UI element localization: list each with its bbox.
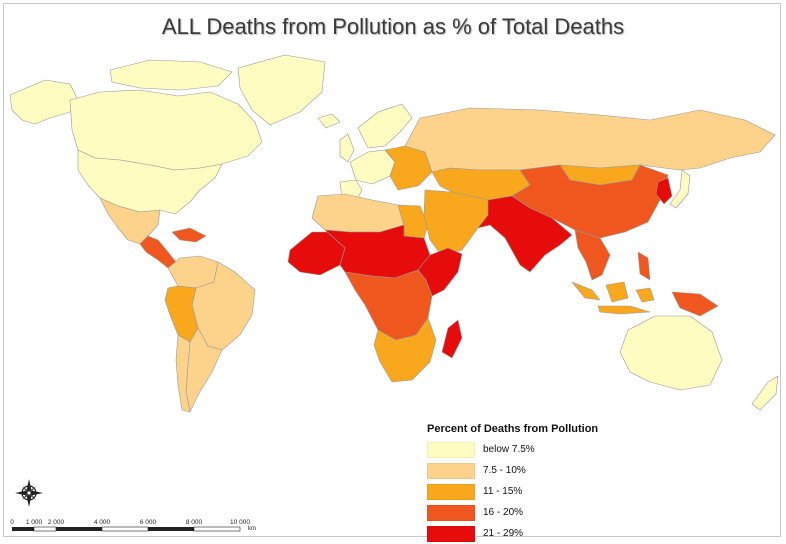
scale-bar: 0 1 000 2 000 4 000 6 000 8 000 10 000 k… xyxy=(10,519,256,532)
legend-item: 21 - 29% xyxy=(427,523,627,544)
legend-swatch xyxy=(427,441,475,458)
legend-label: below 7.5% xyxy=(483,444,535,455)
legend-label: 16 - 20% xyxy=(483,507,524,518)
region-iceland[interactable] xyxy=(317,113,341,129)
map-title: ALL Deaths from Pollution as % of Total … xyxy=(161,14,625,39)
legend-swatch xyxy=(427,462,475,479)
legend-swatch xyxy=(427,504,475,521)
legend-swatch xyxy=(427,483,475,500)
scale-tick-label: 10 000 xyxy=(230,519,250,526)
region-russia[interactable] xyxy=(404,107,776,173)
region-australia[interactable] xyxy=(619,315,723,391)
region-north-africa[interactable] xyxy=(311,193,405,233)
region-papua-new-guinea[interactable] xyxy=(671,291,719,317)
region-middle-east[interactable] xyxy=(423,189,491,257)
scale-segments xyxy=(12,526,241,532)
legend-item: 7.5 - 10% xyxy=(427,460,627,481)
region-central-africa[interactable] xyxy=(344,269,433,341)
region-philippines[interactable] xyxy=(637,251,651,281)
region-caribbean[interactable] xyxy=(171,227,207,243)
scale-tick-label: 8 000 xyxy=(186,519,203,526)
region-korea[interactable] xyxy=(655,177,673,205)
legend-label: 11 - 15% xyxy=(483,486,523,497)
scale-ticks: 0 1 000 2 000 4 000 6 000 8 000 10 000 k… xyxy=(10,519,256,532)
region-greenland[interactable] xyxy=(237,54,326,126)
region-southern-africa[interactable] xyxy=(373,317,437,383)
legend-label: 21 - 29% xyxy=(483,528,524,539)
legend-swatch xyxy=(427,525,475,542)
scale-tick-label: 4 000 xyxy=(94,519,111,526)
region-central-america[interactable] xyxy=(139,235,177,269)
scale-tick-label: 2 000 xyxy=(48,519,65,526)
map-frame xyxy=(3,3,781,537)
region-uk[interactable] xyxy=(339,133,355,163)
legend-item: below 7.5% xyxy=(427,439,627,460)
region-chile[interactable] xyxy=(175,334,191,413)
region-madagascar[interactable] xyxy=(441,319,463,359)
scale-tick-label: 0 xyxy=(10,519,14,526)
region-south-asia[interactable] xyxy=(477,195,573,273)
scale-unit: km xyxy=(248,526,256,532)
legend-label: 7.5 - 10% xyxy=(483,465,526,476)
region-andes[interactable] xyxy=(164,285,199,343)
region-western-europe[interactable] xyxy=(349,149,396,185)
region-arctic-islands[interactable] xyxy=(109,59,233,91)
compass-rose-icon xyxy=(15,479,43,507)
legend-item: 16 - 20% xyxy=(427,502,627,523)
region-canada[interactable] xyxy=(69,89,263,171)
region-scandinavia[interactable] xyxy=(357,103,413,149)
scale-tick-label: 6 000 xyxy=(140,519,157,526)
region-new-zealand[interactable] xyxy=(751,375,779,411)
legend-title: Percent of Deaths from Pollution xyxy=(427,423,599,435)
region-indonesia[interactable] xyxy=(571,281,655,315)
region-usa[interactable] xyxy=(77,149,223,215)
region-japan[interactable] xyxy=(669,169,691,209)
region-alaska[interactable] xyxy=(9,79,79,125)
legend: Percent of Deaths from Pollution below 7… xyxy=(427,423,627,544)
scale-tick-label: 1 000 xyxy=(26,519,43,526)
legend-item: 11 - 15% xyxy=(427,481,627,502)
region-mainland-southeast-asia[interactable] xyxy=(574,229,611,281)
